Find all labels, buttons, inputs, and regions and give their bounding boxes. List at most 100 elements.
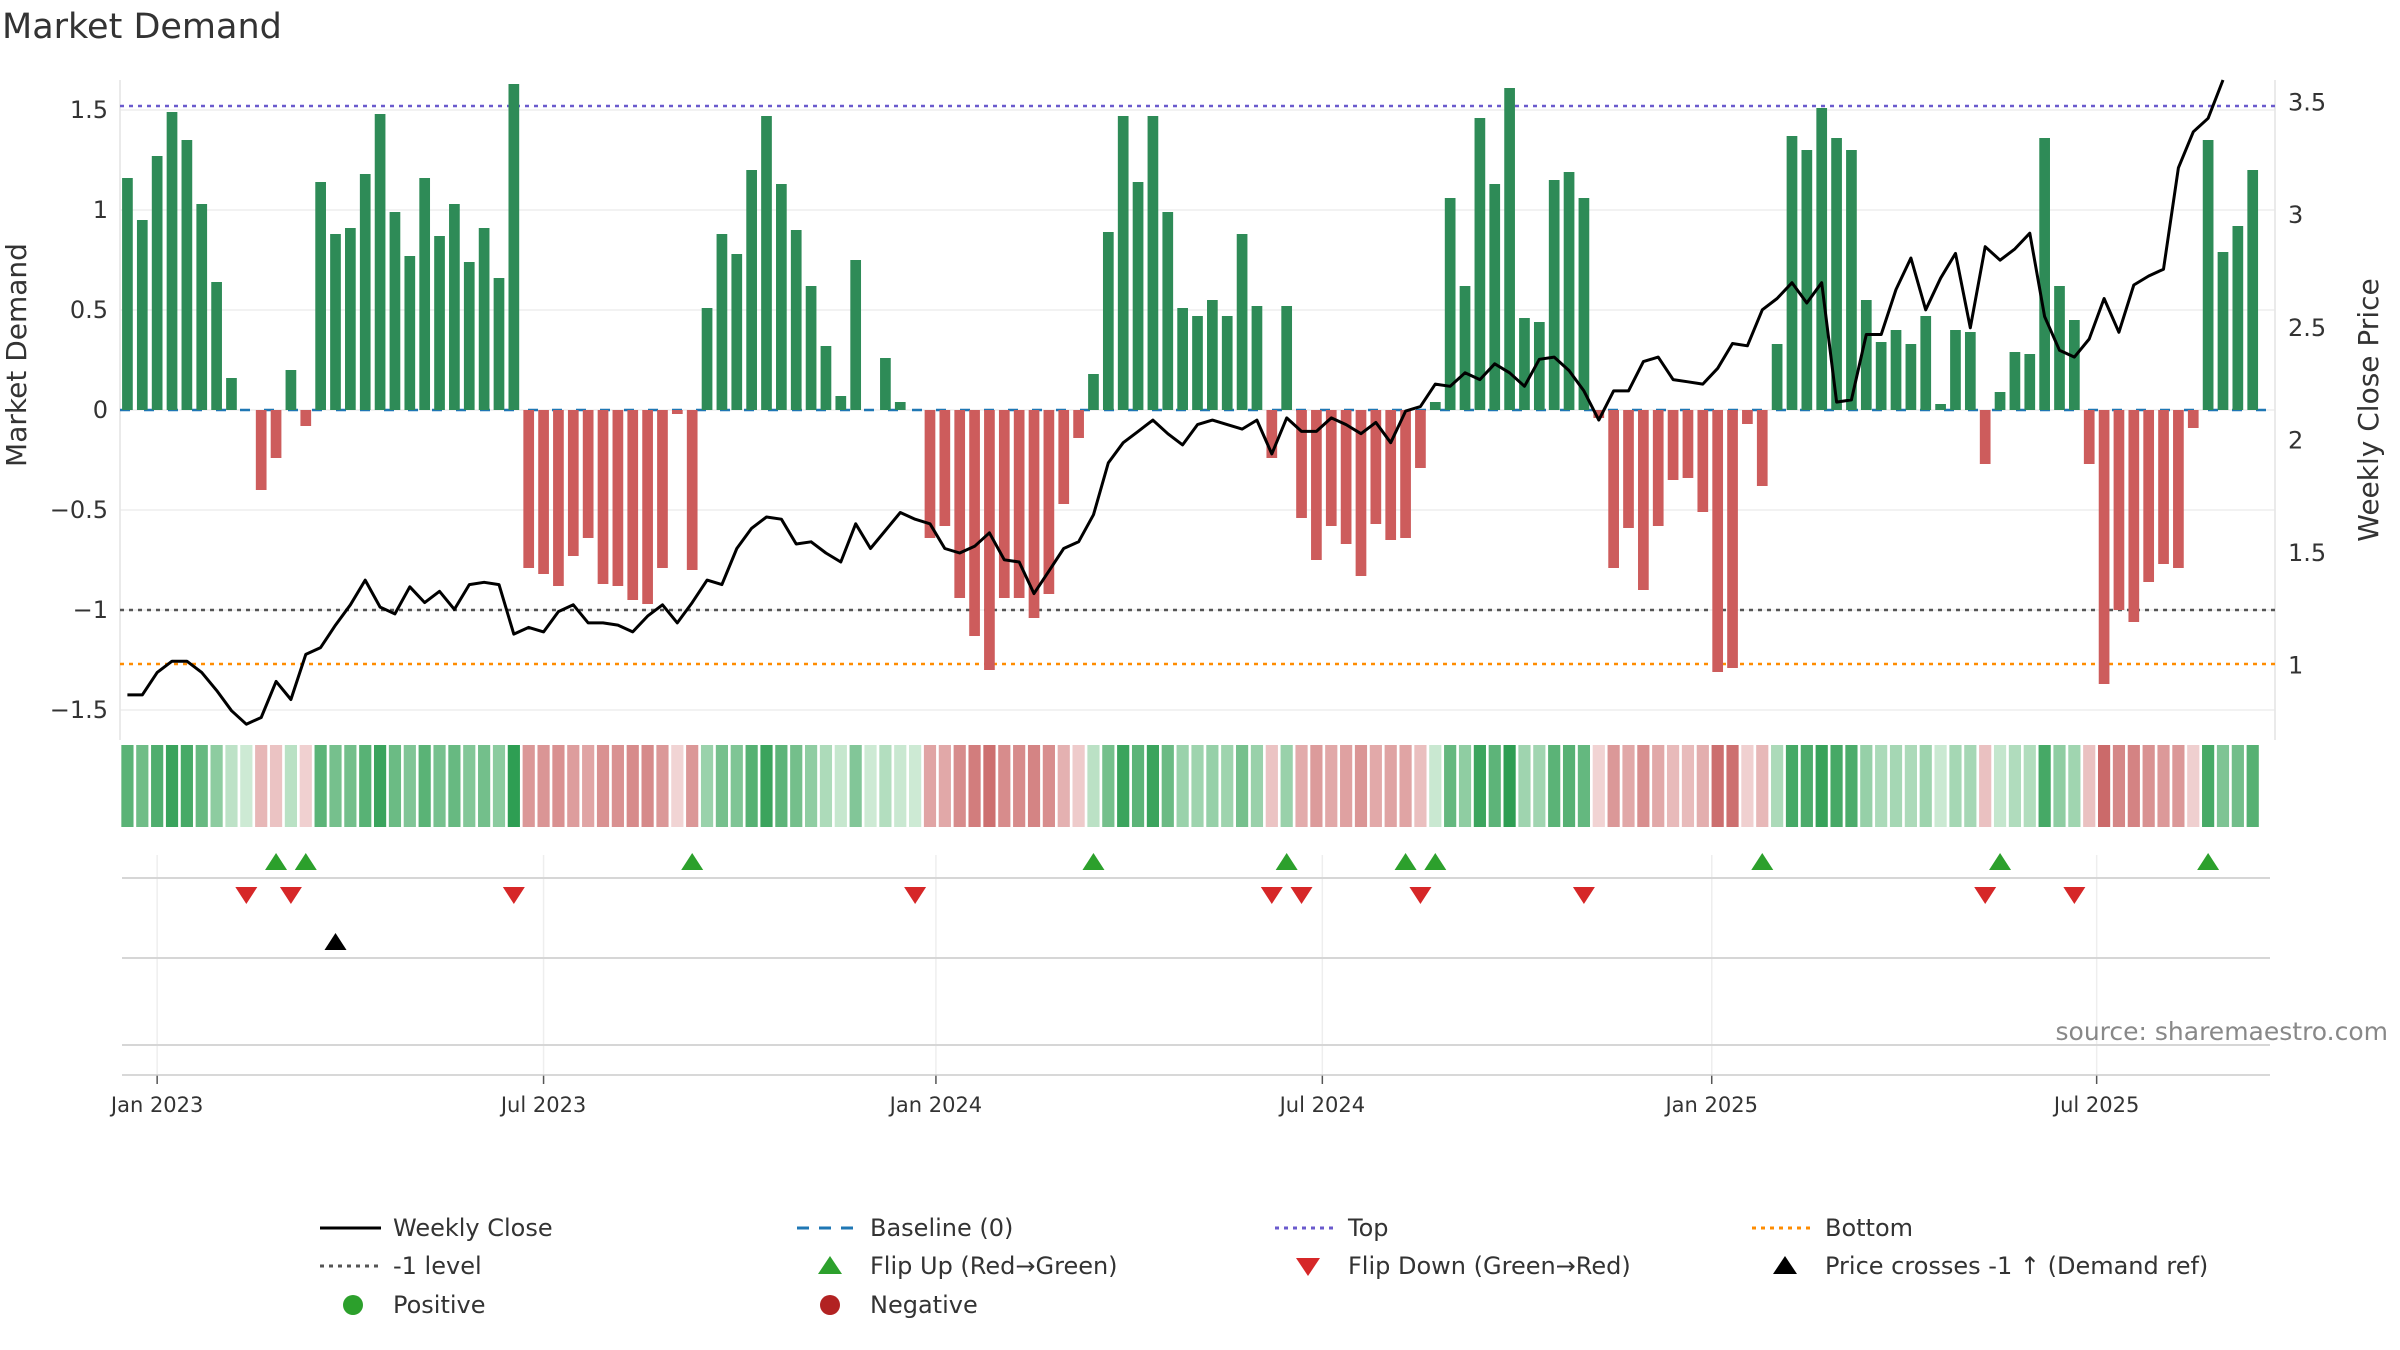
legend-item: -1 level xyxy=(320,1252,482,1280)
demand-bar xyxy=(553,410,564,586)
heat-cell xyxy=(1444,745,1457,827)
heat-cell xyxy=(165,745,179,827)
legend-label: Baseline (0) xyxy=(870,1214,1013,1242)
heat-cell xyxy=(1131,745,1145,827)
demand-bar xyxy=(300,410,312,426)
flip-up-marker xyxy=(681,853,704,870)
heat-cell xyxy=(2008,745,2022,827)
heat-cell xyxy=(983,745,996,827)
heat-cell xyxy=(1756,745,1769,827)
heat-cell xyxy=(641,745,654,827)
heat-cell xyxy=(1949,745,1962,827)
heat-cell xyxy=(1562,745,1576,827)
heat-cell xyxy=(1310,745,1323,827)
demand-bar xyxy=(1043,410,1055,594)
heat-cell xyxy=(1889,745,1903,827)
heat-cell xyxy=(255,745,268,827)
demand-bar xyxy=(2039,138,2050,410)
heat-cell xyxy=(1666,745,1680,827)
demand-bar xyxy=(389,212,401,410)
heat-cell xyxy=(1533,745,1546,827)
right-y-axis: 3.5 3 2.5 2 1.5 1 xyxy=(2288,89,2326,680)
heat-cell xyxy=(923,745,937,827)
heat-cell xyxy=(1518,745,1531,827)
demand-bar xyxy=(1831,138,1842,410)
heat-cell xyxy=(1904,745,1917,827)
demand-bar xyxy=(1266,410,1278,458)
demand-bar xyxy=(1519,318,1530,410)
flip-up-marker xyxy=(2197,853,2220,870)
demand-bar xyxy=(285,370,297,410)
heat-cell xyxy=(1800,745,1813,827)
demand-bar xyxy=(2128,410,2140,622)
heat-cell xyxy=(403,745,416,827)
demand-bar xyxy=(359,174,371,410)
heat-cell xyxy=(968,745,981,827)
legend: Weekly Close Baseline (0) Top Bottom -1 leve… xyxy=(320,1214,2208,1319)
heat-cell xyxy=(1280,745,1293,827)
legend-label: Bottom xyxy=(1825,1214,1913,1242)
demand-bar xyxy=(1281,306,1293,410)
heat-cell xyxy=(1652,745,1665,827)
demand-bar xyxy=(2009,352,2021,410)
demand-bar xyxy=(2158,410,2169,564)
legend-label: Flip Up (Red→Green) xyxy=(870,1252,1118,1280)
demand-bar xyxy=(255,410,267,490)
demand-bar xyxy=(1846,150,1857,410)
demand-bar xyxy=(463,262,475,410)
legend-label: Flip Down (Green→Red) xyxy=(1348,1252,1631,1280)
heat-cell xyxy=(1146,745,1160,827)
heat-cell xyxy=(1384,745,1397,827)
flip-up-marker xyxy=(1275,853,1298,870)
flip-event-panels xyxy=(122,853,2270,1075)
legend-label: -1 level xyxy=(393,1252,482,1280)
heat-cell xyxy=(2216,745,2230,827)
demand-bar xyxy=(820,346,832,410)
demand-bar xyxy=(998,410,1010,598)
demand-bar xyxy=(1652,410,1664,526)
heat-cell xyxy=(1637,745,1650,827)
demand-bar xyxy=(1028,410,1040,618)
demand-bar xyxy=(523,410,535,568)
heat-cell xyxy=(225,745,238,827)
demand-bar xyxy=(984,410,995,670)
demand-bar xyxy=(449,204,460,410)
demand-bar xyxy=(1102,232,1114,410)
flip-up-marker xyxy=(1424,853,1447,870)
demand-bar xyxy=(122,178,133,410)
heat-cell xyxy=(849,745,862,827)
heat-cell xyxy=(2053,745,2066,827)
heat-cell xyxy=(1235,745,1249,827)
demand-bar xyxy=(2187,410,2199,428)
heat-cell xyxy=(1340,745,1353,827)
demand-bar xyxy=(2069,320,2080,410)
heat-cell xyxy=(463,745,476,827)
demand-bar xyxy=(181,140,193,410)
demand-bar xyxy=(671,410,683,414)
demand-bar xyxy=(1816,108,1828,410)
heat-cell xyxy=(1354,745,1368,827)
demand-bar xyxy=(2202,140,2214,410)
heat-cell xyxy=(1265,745,1278,827)
heat-cell xyxy=(1711,745,1724,827)
heat-cell xyxy=(998,745,1011,827)
heat-cell xyxy=(1696,745,1709,827)
demand-bar xyxy=(1563,172,1575,410)
heat-cell xyxy=(210,745,223,827)
right-axis-label: Weekly Close Price xyxy=(2352,278,2385,541)
heat-cell xyxy=(537,745,550,827)
right-tick-label: 1.5 xyxy=(2288,539,2326,567)
heat-cell xyxy=(715,745,729,827)
demand-bar xyxy=(1682,410,1694,478)
heat-cell xyxy=(909,745,922,827)
legend-item: Weekly Close xyxy=(320,1214,553,1242)
heat-cell xyxy=(1830,745,1843,827)
demand-bar xyxy=(1578,198,1590,410)
demand-bar xyxy=(1712,410,1724,672)
heat-cell xyxy=(686,745,699,827)
heat-cell xyxy=(790,745,803,827)
heat-cell xyxy=(596,745,610,827)
legend-item: Price crosses -1 ↑ (Demand ref) xyxy=(1773,1252,2208,1280)
demand-bar xyxy=(567,410,579,556)
date-tick-label: Jul 2023 xyxy=(499,1093,586,1117)
